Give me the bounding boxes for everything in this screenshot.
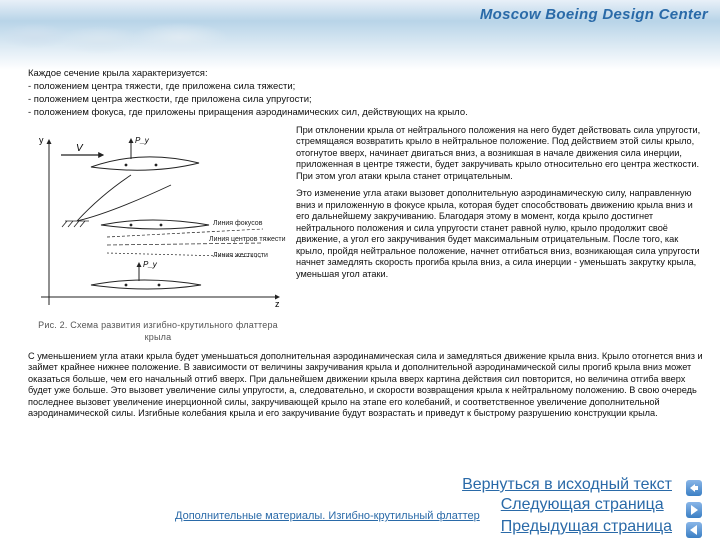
intro-line-3: - положением фокуса, где приложены прира… — [28, 107, 704, 119]
line-focus-label: Линия фокусов — [213, 220, 263, 227]
figure-and-text-row: y z V P_y — [28, 125, 704, 343]
link-additional-materials[interactable]: Дополнительные материалы. Изгибно-крутил… — [175, 510, 480, 522]
figure-block: y z V P_y — [28, 125, 288, 343]
intro-line-1: - положением центра тяжести, где приложе… — [28, 81, 704, 93]
bottom-text: С уменьшением угла атаки крыла будет уме… — [28, 351, 704, 420]
intro-lead: Каждое сечение крыла характеризуется: — [28, 68, 704, 80]
return-icon[interactable] — [686, 480, 702, 496]
line-cg-label: Линия центров тяжести — [209, 236, 286, 243]
paging-links: Следующая страница Предыдущая страница — [501, 492, 672, 536]
bottom-paragraph: С уменьшением угла атаки крыла будет уме… — [28, 351, 704, 420]
link-next-page[interactable]: Следующая страница — [501, 496, 672, 514]
velocity-label: V — [76, 143, 84, 154]
intro-line-2: - положением центра жесткости, где прило… — [28, 94, 704, 106]
link-prev-page[interactable]: Предыдущая страница — [501, 518, 672, 536]
force-label-2: P_y — [143, 260, 158, 269]
side-paragraph-2: Это изменение угла атаки вызовет дополни… — [296, 188, 704, 280]
figure-caption: Рис. 2. Схема развития изгибно-крутильно… — [28, 320, 288, 343]
prev-icon[interactable] — [686, 522, 702, 538]
flutter-diagram: y z V P_y — [31, 125, 286, 315]
side-text: При отклонении крыла от нейтрального пол… — [296, 125, 704, 343]
header-clouds — [0, 18, 280, 58]
next-icon[interactable] — [686, 502, 702, 518]
line-stiffness-label: Линия жесткости — [213, 252, 268, 259]
side-paragraph-1: При отклонении крыла от нейтрального пол… — [296, 125, 704, 183]
brand-title: Moscow Boeing Design Center — [480, 6, 708, 23]
force-label-1: P_y — [135, 136, 150, 145]
page-content: Каждое сечение крыла характеризуется: - … — [28, 68, 704, 420]
axis-y-label: y — [39, 135, 44, 145]
intro-block: Каждое сечение крыла характеризуется: - … — [28, 68, 704, 119]
axis-z-label: z — [275, 299, 280, 309]
